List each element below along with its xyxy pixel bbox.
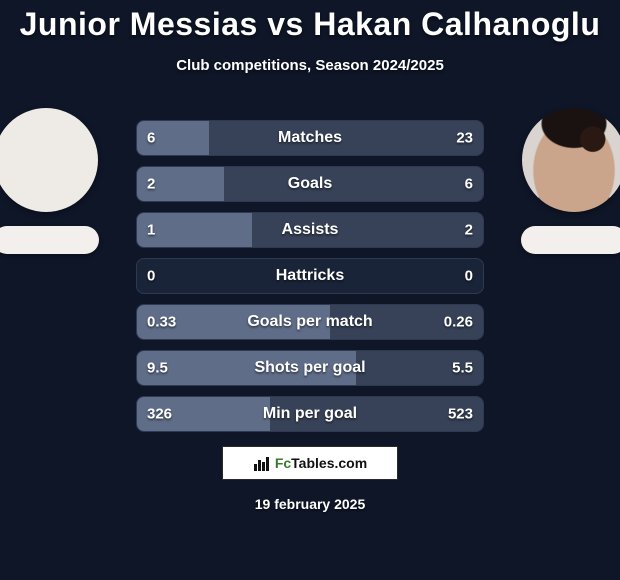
player-left-column	[0, 108, 106, 254]
page-title: Junior Messias vs Hakan Calhanoglu	[0, 0, 620, 43]
stat-value-left: 0	[147, 268, 155, 285]
stat-row: Hattricks0 0	[136, 258, 484, 294]
stat-fill-right	[270, 397, 483, 431]
player-right-club-pill	[521, 226, 620, 254]
page-subtitle: Club competitions, Season 2024/2025	[0, 57, 620, 74]
stat-row: Matches623	[136, 120, 484, 156]
stat-fill-right	[252, 213, 483, 247]
brand-text: FcTables.com	[275, 455, 367, 471]
stat-row: Goals per match0.330.26	[136, 304, 484, 340]
stat-label: Hattricks	[137, 267, 483, 285]
stat-fill-left	[137, 213, 252, 247]
player-left-club-pill	[0, 226, 99, 254]
date-label: 19 february 2025	[0, 496, 620, 512]
player-right-avatar	[522, 108, 620, 212]
stat-row: Min per goal326523	[136, 396, 484, 432]
stat-fill-left	[137, 167, 224, 201]
brand-prefix: Fc	[275, 455, 291, 471]
brand-suffix: Tables.com	[291, 455, 367, 471]
stat-fill-right	[356, 351, 483, 385]
stats-bars: Matches623 Goals26 Assists12 Hattricks0 0 Goa…	[136, 120, 484, 432]
stat-fill-left	[137, 121, 209, 155]
player-left-avatar	[0, 108, 98, 212]
stat-row: Goals26	[136, 166, 484, 202]
stat-fill-right	[330, 305, 483, 339]
stat-row: Assists12	[136, 212, 484, 248]
stat-fill-left	[137, 397, 270, 431]
stat-fill-right	[209, 121, 483, 155]
stat-fill-left	[137, 351, 356, 385]
stat-value-right: 0	[465, 268, 473, 285]
stat-fill-left	[137, 305, 330, 339]
brand-badge: FcTables.com	[222, 446, 398, 480]
brand-bars-icon	[253, 454, 271, 472]
stat-fill-right	[224, 167, 484, 201]
player-right-column	[514, 108, 620, 254]
stat-row: Shots per goal9.55.5	[136, 350, 484, 386]
